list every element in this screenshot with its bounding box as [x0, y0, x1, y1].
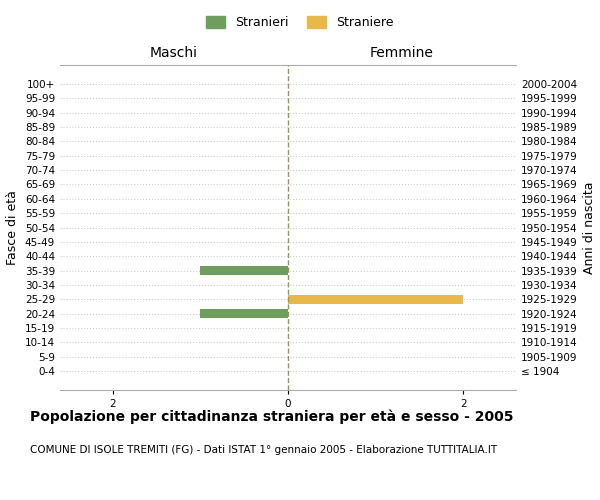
Text: Maschi: Maschi	[150, 46, 198, 60]
Text: Popolazione per cittadinanza straniera per età e sesso - 2005: Popolazione per cittadinanza straniera p…	[30, 410, 514, 424]
Bar	[288, 295, 463, 304]
Legend: Stranieri, Straniere: Stranieri, Straniere	[202, 11, 398, 34]
Text: COMUNE DI ISOLE TREMITI (FG) - Dati ISTAT 1° gennaio 2005 - Elaborazione TUTTITA: COMUNE DI ISOLE TREMITI (FG) - Dati ISTA…	[30, 445, 497, 455]
Text: Femmine: Femmine	[370, 46, 434, 60]
Bar	[200, 266, 288, 275]
Bar	[200, 310, 288, 318]
Y-axis label: Fasce di età: Fasce di età	[7, 190, 19, 265]
Y-axis label: Anni di nascita: Anni di nascita	[583, 181, 596, 274]
